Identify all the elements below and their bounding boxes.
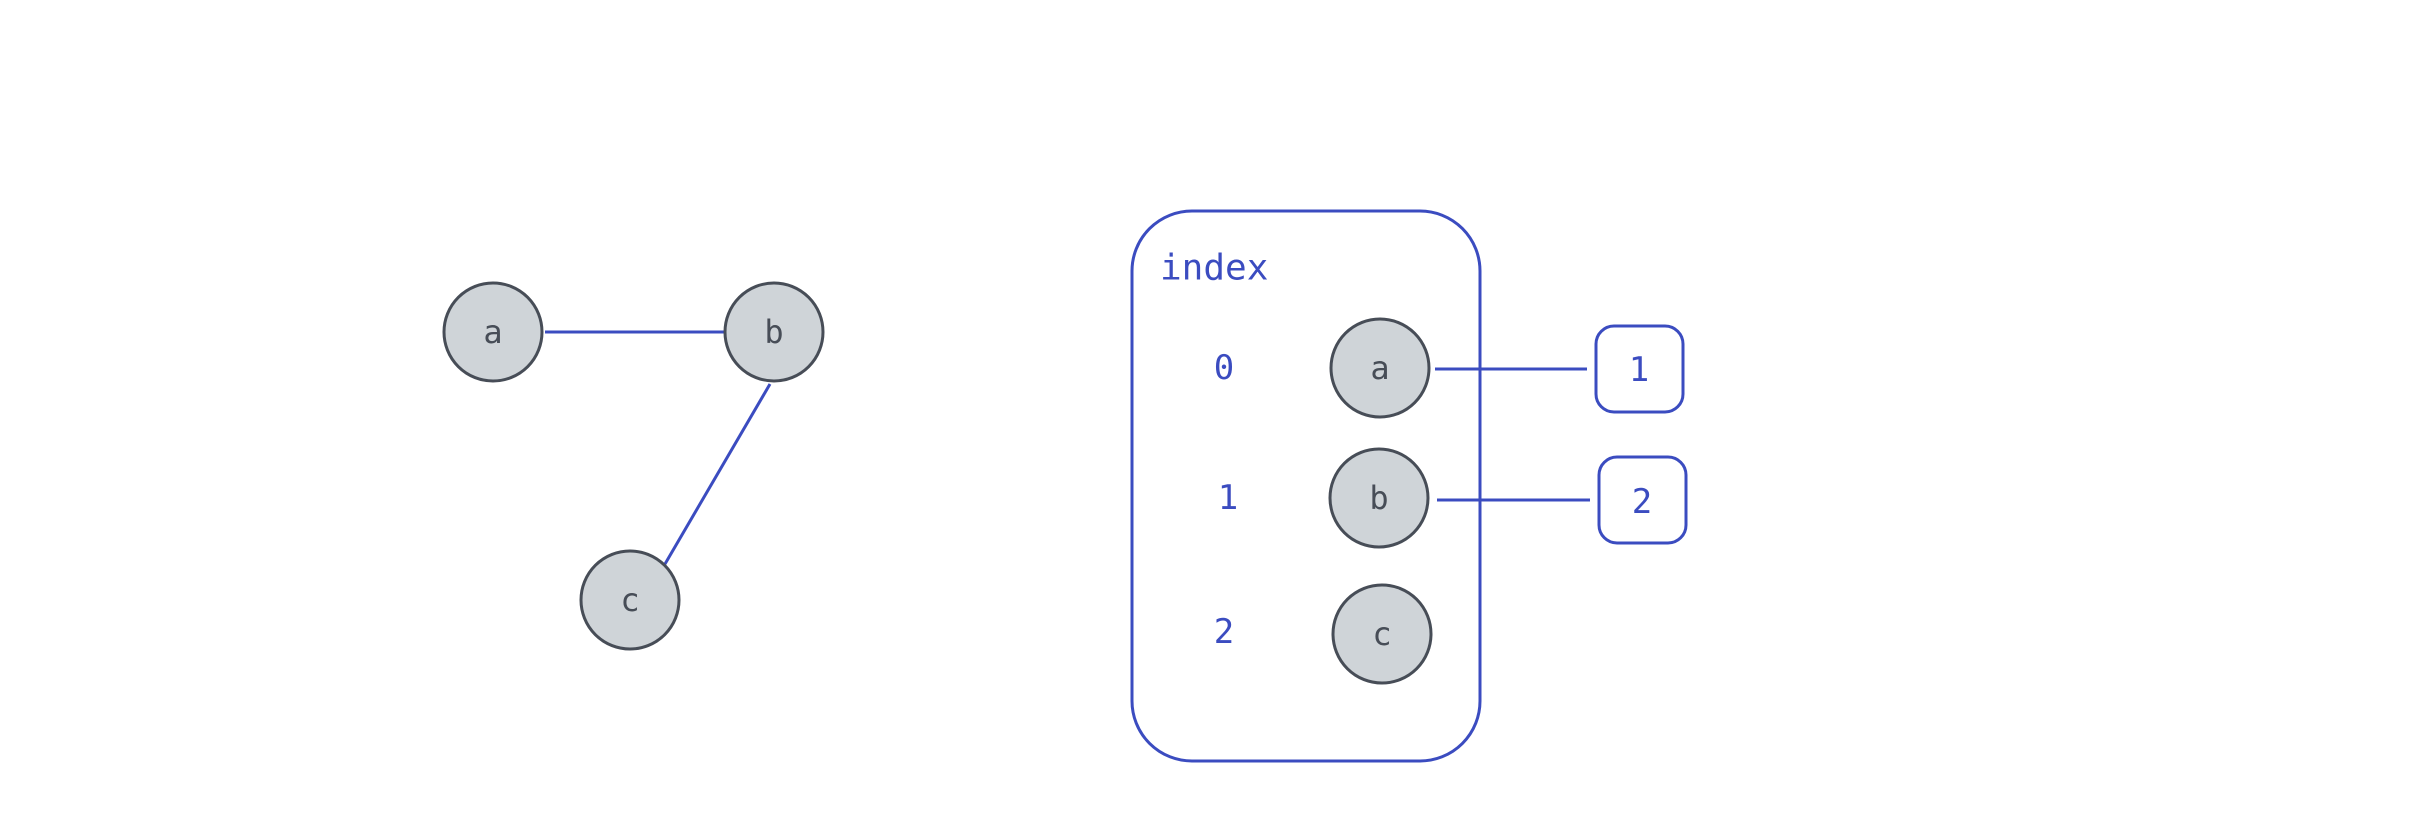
index-row-2-node-circle [1331,583,1433,685]
index-table: index 0 a 1 1 b 2 2 c [1130,209,1688,763]
index-row-2-node-label: c [1372,615,1391,653]
index-row-1-index: 1 [1218,478,1238,518]
graph-node-b: b [723,281,825,383]
index-row-1-pointer-box [1597,455,1688,545]
graph-node-b-circle [723,281,825,383]
index-table-frame [1130,209,1482,763]
index-row-1: 1 b 2 [1218,447,1688,549]
index-row-0-node-label: a [1370,349,1389,387]
graph-node-c: c [579,549,681,651]
index-row-0-pointer-value: 1 [1629,350,1649,390]
index-row-0-pointer-box [1594,324,1685,414]
graph: a b c [442,281,825,651]
graph-node-a: a [442,281,544,383]
index-table-title: index [1160,248,1268,289]
graph-node-c-circle [579,549,681,651]
graph-node-a-circle [442,281,544,383]
index-row-0-node-circle [1329,317,1431,419]
index-row-0: 0 a 1 [1214,317,1685,419]
index-row-1-node-label: b [1369,479,1388,517]
index-row-1-node-circle [1328,447,1430,549]
index-row-1-pointer-value: 2 [1632,482,1652,522]
index-row-2: 2 c [1214,583,1433,685]
graph-node-a-label: a [483,313,502,351]
edge-b-c [663,383,772,565]
index-row-2-index: 2 [1214,612,1234,652]
index-row-0-index: 0 [1214,348,1234,388]
graph-node-c-label: c [620,581,639,619]
graph-node-b-label: b [764,313,783,351]
